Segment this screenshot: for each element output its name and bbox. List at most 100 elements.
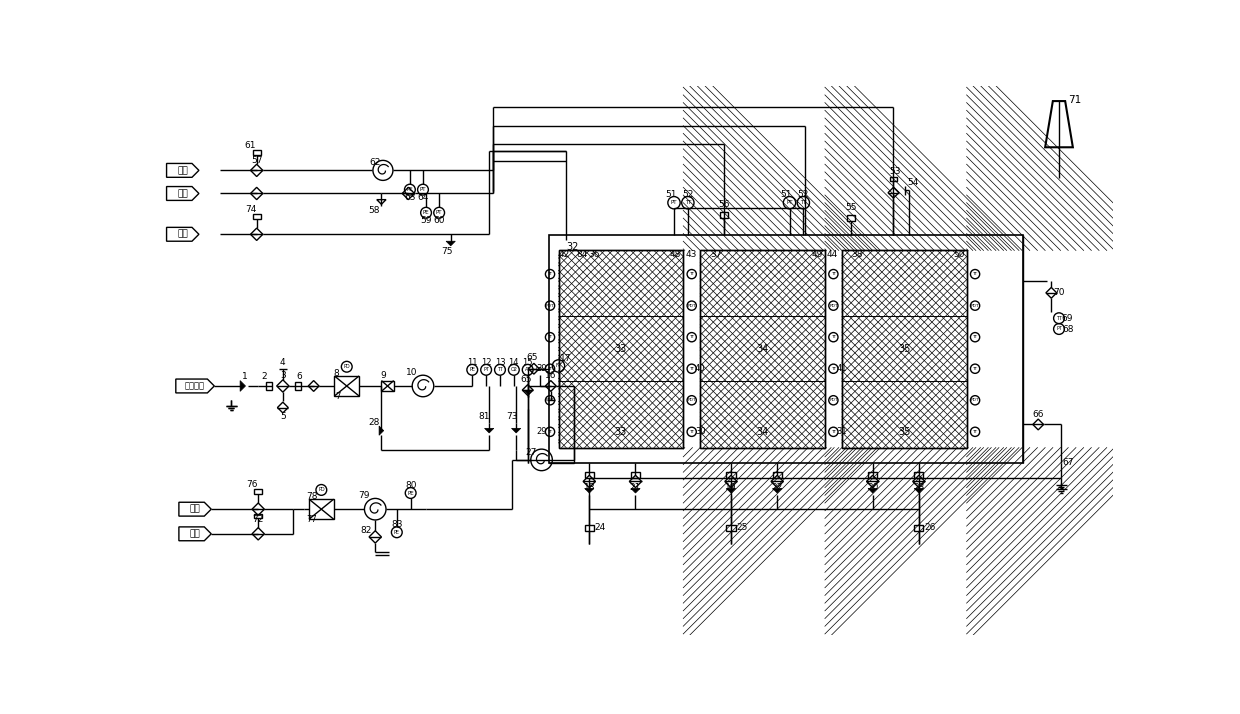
Text: TT: TT <box>972 335 977 339</box>
Bar <box>773 472 781 478</box>
Text: 27: 27 <box>525 448 537 457</box>
Bar <box>265 382 272 390</box>
Text: 57: 57 <box>250 156 263 165</box>
Text: 68: 68 <box>1063 324 1074 333</box>
Text: PDT: PDT <box>546 303 554 308</box>
Bar <box>914 525 924 531</box>
Text: 燃气: 燃气 <box>177 189 188 198</box>
Bar <box>727 525 735 531</box>
Text: 有机废气: 有机废气 <box>185 381 205 391</box>
Text: 54: 54 <box>906 178 919 187</box>
Text: 10: 10 <box>407 368 418 376</box>
Text: 52: 52 <box>797 190 808 198</box>
Text: 61: 61 <box>244 141 257 150</box>
Text: 7: 7 <box>336 392 341 401</box>
Bar <box>585 525 594 531</box>
Text: TT: TT <box>831 335 836 339</box>
Text: 81: 81 <box>479 412 490 421</box>
Text: PT: PT <box>419 187 427 192</box>
Text: 63: 63 <box>404 193 415 202</box>
Bar <box>701 251 825 448</box>
Text: 21: 21 <box>630 483 641 492</box>
Polygon shape <box>512 428 521 433</box>
Text: PT: PT <box>484 367 489 372</box>
Text: PDT: PDT <box>687 303 696 308</box>
Text: 19: 19 <box>725 483 737 492</box>
Text: 9: 9 <box>381 371 387 380</box>
Text: FT: FT <box>556 363 562 368</box>
Polygon shape <box>914 488 924 493</box>
Text: 80: 80 <box>405 481 417 490</box>
Text: 65: 65 <box>521 375 532 383</box>
Text: 38: 38 <box>852 250 863 258</box>
Bar <box>309 499 334 519</box>
Bar <box>914 472 924 478</box>
Text: 26: 26 <box>924 523 935 532</box>
Text: 50: 50 <box>954 250 965 258</box>
Bar <box>701 251 825 448</box>
Text: TT: TT <box>831 272 836 276</box>
Bar <box>842 251 967 448</box>
Text: 17: 17 <box>560 353 572 363</box>
Text: TT: TT <box>689 335 694 339</box>
Text: PD: PD <box>317 488 325 493</box>
Text: PDT: PDT <box>830 398 838 402</box>
Text: PT: PT <box>786 200 792 205</box>
Text: TT: TT <box>548 335 553 339</box>
Text: PDT: PDT <box>546 398 554 402</box>
Text: TT: TT <box>689 272 694 276</box>
Text: PT: PT <box>671 200 677 205</box>
Text: TT: TT <box>689 367 694 371</box>
Text: TT: TT <box>972 272 977 276</box>
Bar <box>889 176 898 181</box>
Text: LEL: LEL <box>536 367 544 372</box>
Text: 73: 73 <box>506 412 517 421</box>
Text: 82: 82 <box>361 526 372 536</box>
Text: 44: 44 <box>827 250 838 258</box>
Text: PT: PT <box>1056 326 1061 331</box>
Text: 72: 72 <box>253 516 264 525</box>
Polygon shape <box>868 488 877 493</box>
Text: 2: 2 <box>262 372 267 381</box>
Text: 75: 75 <box>441 247 453 256</box>
Text: 48: 48 <box>670 250 681 258</box>
Text: 23: 23 <box>913 483 925 492</box>
Bar <box>558 251 683 448</box>
Text: PE: PE <box>407 187 413 192</box>
Bar <box>295 382 301 390</box>
Text: 42: 42 <box>559 250 570 258</box>
Text: PE: PE <box>394 530 399 535</box>
Text: 3: 3 <box>280 371 285 380</box>
Text: 55: 55 <box>846 203 857 212</box>
Text: 34: 34 <box>756 344 769 354</box>
Text: TT: TT <box>689 430 694 434</box>
Text: 66: 66 <box>1033 410 1044 419</box>
Text: PE: PE <box>423 210 429 215</box>
Text: 59: 59 <box>420 216 432 225</box>
Text: 28: 28 <box>368 418 379 428</box>
Text: 5: 5 <box>280 412 285 421</box>
Text: 35: 35 <box>898 344 910 354</box>
Text: PE: PE <box>408 491 414 496</box>
Text: 12: 12 <box>481 358 491 366</box>
Bar <box>382 381 394 391</box>
Text: 30: 30 <box>694 427 706 436</box>
Text: 51: 51 <box>781 190 792 198</box>
Polygon shape <box>241 381 246 391</box>
Bar <box>842 251 967 448</box>
Bar <box>335 376 360 396</box>
Text: 37: 37 <box>709 250 722 258</box>
Bar <box>254 514 262 518</box>
Text: 13: 13 <box>495 358 505 366</box>
Text: 1: 1 <box>242 372 247 381</box>
Bar <box>558 251 683 448</box>
Text: PT: PT <box>436 210 443 215</box>
Text: 49: 49 <box>811 250 823 258</box>
Text: 83: 83 <box>391 520 403 529</box>
Text: TT: TT <box>548 367 553 371</box>
Text: 31: 31 <box>837 427 847 436</box>
Text: 空气: 空气 <box>190 505 201 513</box>
Bar <box>253 151 260 155</box>
Bar <box>847 215 854 221</box>
Text: 22: 22 <box>771 483 782 492</box>
